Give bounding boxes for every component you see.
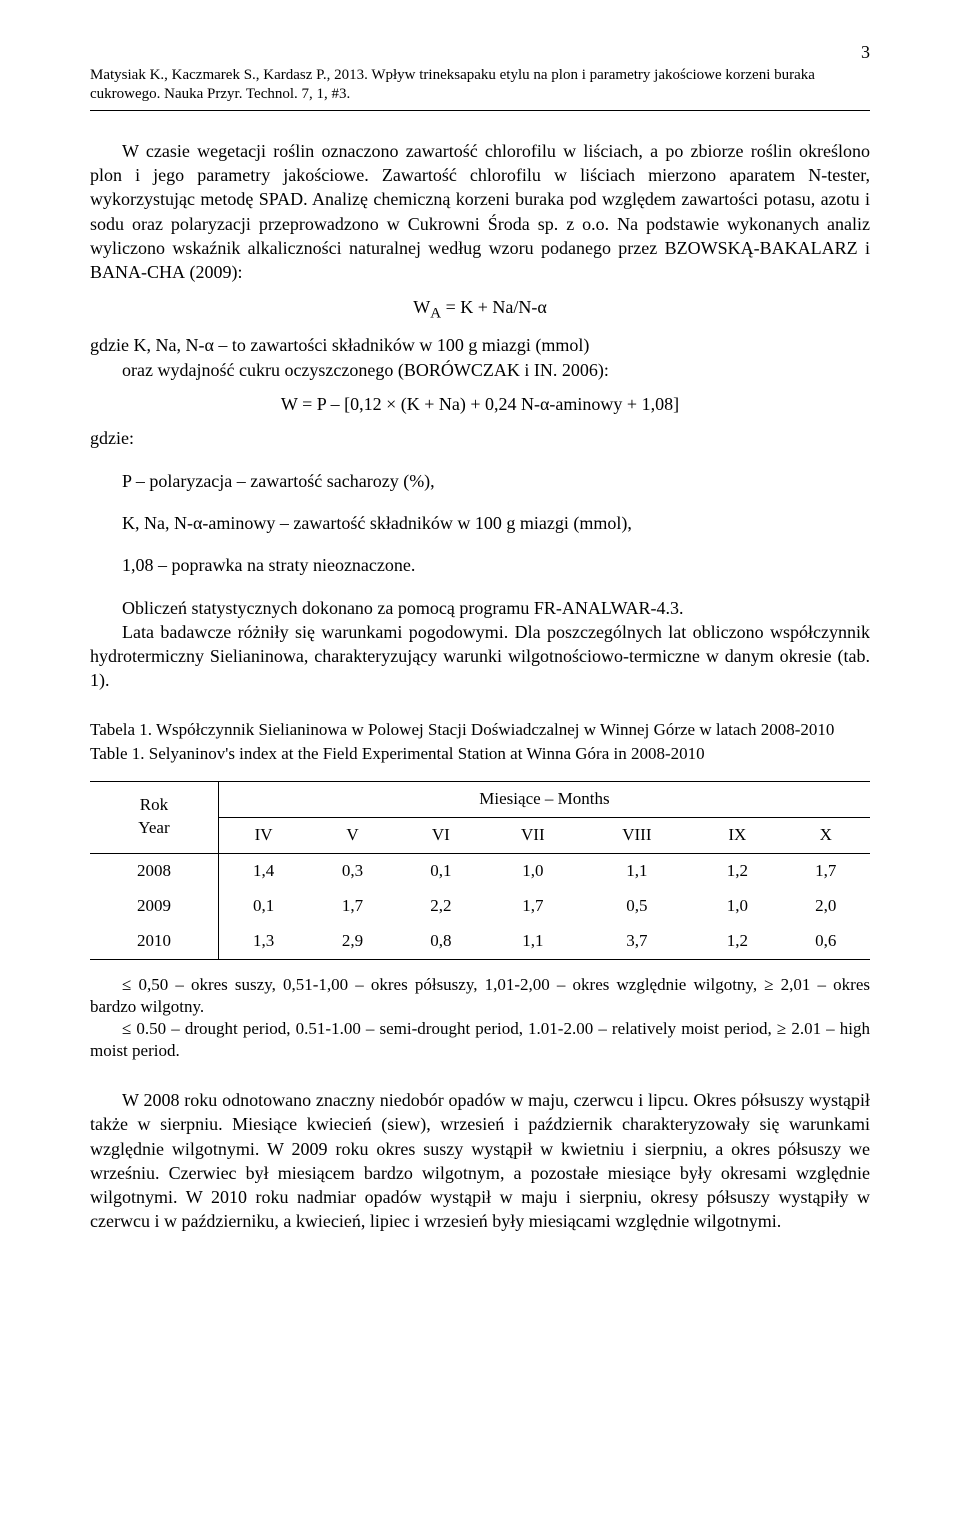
- cell: 2,0: [782, 889, 870, 924]
- cell: 1,0: [693, 889, 781, 924]
- table-caption-pl: Tabela 1. Współczynnik Sielianinowa w Po…: [90, 719, 870, 741]
- definition-2: K, Na, N-α-aminowy – zawartość składnikó…: [122, 511, 870, 535]
- paragraph-4: Lata badawcze różniły się warunkami pogo…: [90, 620, 870, 693]
- cell: 0,8: [397, 924, 485, 959]
- cell: 0,1: [218, 889, 308, 924]
- rowhead-line1: Rok: [140, 795, 168, 814]
- cell: 1,0: [485, 853, 581, 888]
- para2d-text: . 2006):: [553, 360, 609, 380]
- paragraph-5: W 2008 roku odnotowano znaczny niedobór …: [90, 1088, 870, 1234]
- year-cell: 2010: [90, 924, 218, 959]
- cell: 2,9: [308, 924, 396, 959]
- smallcaps-2: ANA-CHA: [102, 262, 185, 282]
- cell: 1,7: [308, 889, 396, 924]
- col-V: V: [308, 817, 396, 853]
- paragraph-2a: gdzie K, Na, N-α – to zawartości składni…: [90, 333, 870, 357]
- paragraph-1: W czasie wegetacji roślin oznaczono zawa…: [90, 139, 870, 285]
- rowhead-line2: Year: [138, 818, 169, 837]
- formula1-rhs: = K + Na/N-α: [441, 297, 547, 317]
- year-cell: 2008: [90, 853, 218, 888]
- table-footnote: ≤ 0,50 – okres suszy, 0,51-1,00 – okres …: [90, 974, 870, 1062]
- cell: 1,1: [581, 853, 694, 888]
- footnote-en: ≤ 0.50 – drought period, 0.51-1.00 – sem…: [90, 1018, 870, 1062]
- para1c-text: (2009):: [185, 262, 243, 282]
- page-number: 3: [90, 40, 870, 64]
- formula-1: WA = K + Na/N-α: [90, 295, 870, 324]
- table-rowhead: Rok Year: [90, 781, 218, 853]
- cell: 1,7: [782, 853, 870, 888]
- page: 3 Matysiak K., Kaczmarek S., Kardasz P.,…: [0, 0, 960, 1294]
- smallcaps-1: ZOWSKĄ-BAKALARZ: [677, 238, 858, 258]
- table-row: 2008 1,4 0,3 0,1 1,0 1,1 1,2 1,7: [90, 853, 870, 888]
- col-VIII: VIII: [581, 817, 694, 853]
- col-VI: VI: [397, 817, 485, 853]
- cell: 0,6: [782, 924, 870, 959]
- definition-3: 1,08 – poprawka na straty nieoznaczone.: [122, 553, 870, 577]
- para2b-text: oraz wydajność cukru oczyszczonego (B: [122, 360, 416, 380]
- cell: 1,1: [485, 924, 581, 959]
- gdzie-label: gdzie:: [90, 426, 870, 450]
- cell: 1,3: [218, 924, 308, 959]
- cell: 0,5: [581, 889, 694, 924]
- col-X: X: [782, 817, 870, 853]
- table-row: 2010 1,3 2,9 0,8 1,1 3,7 1,2 0,6: [90, 924, 870, 959]
- cell: 0,3: [308, 853, 396, 888]
- smallcaps-3: ORÓWCZAK: [416, 360, 520, 380]
- year-cell: 2009: [90, 889, 218, 924]
- table-row: 2009 0,1 1,7 2,2 1,7 0,5 1,0 2,0: [90, 889, 870, 924]
- spacer: [90, 1062, 870, 1088]
- selyaninov-table: Rok Year Miesiące – Months IV V VI VII V…: [90, 781, 870, 960]
- cell: 0,1: [397, 853, 485, 888]
- col-VII: VII: [485, 817, 581, 853]
- para2c-text: i I: [520, 360, 540, 380]
- cell: 1,2: [693, 853, 781, 888]
- paragraph-2b: oraz wydajność cukru oczyszczonego (BORÓ…: [90, 358, 870, 382]
- footnote-pl: ≤ 0,50 – okres suszy, 0,51-1,00 – okres …: [90, 974, 870, 1018]
- formula-2: W = P – [0,12 × (K + Na) + 0,24 N-α-amin…: [90, 392, 870, 416]
- cell: 2,2: [397, 889, 485, 924]
- formula1-sub: A: [430, 305, 441, 321]
- cell: 3,7: [581, 924, 694, 959]
- running-header: Matysiak K., Kaczmarek S., Kardasz P., 2…: [90, 66, 870, 111]
- cell: 1,2: [693, 924, 781, 959]
- paragraph-3: Obliczeń statystycznych dokonano za pomo…: [90, 596, 870, 620]
- table-caption-en: Table 1. Selyaninov's index at the Field…: [90, 743, 870, 765]
- col-IX: IX: [693, 817, 781, 853]
- months-header: Miesiące – Months: [218, 781, 870, 817]
- cell: 1,4: [218, 853, 308, 888]
- cell: 1,7: [485, 889, 581, 924]
- formula1-lhs: W: [413, 297, 430, 317]
- definition-1: P – polaryzacja – zawartość sacharozy (%…: [122, 469, 870, 493]
- col-IV: IV: [218, 817, 308, 853]
- smallcaps-4: N: [540, 360, 553, 380]
